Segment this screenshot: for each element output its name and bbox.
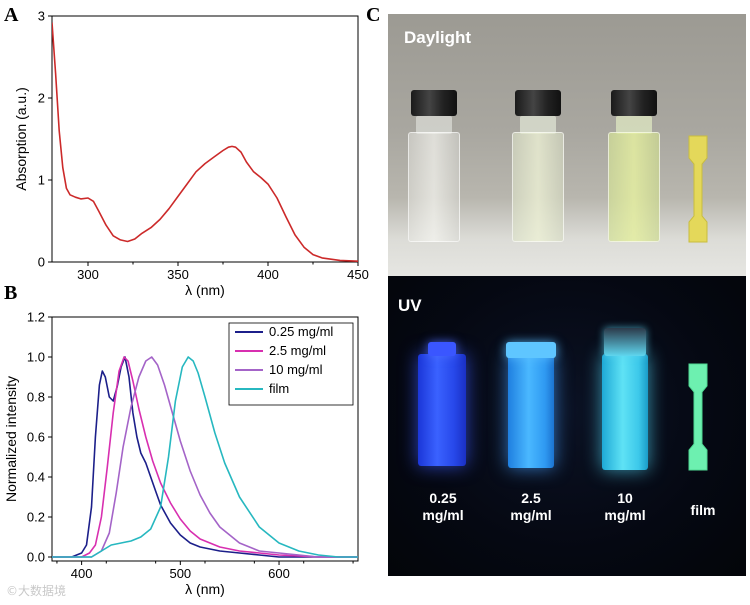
uv-title: UV <box>398 296 422 315</box>
x-axis-label: λ (nm) <box>185 282 225 298</box>
y-axis-label: Normalized intensity <box>3 376 19 502</box>
daylight-photo: Daylight <box>388 14 746 276</box>
panel-label-c: C <box>366 4 381 26</box>
x-tick-label: 400 <box>257 267 279 282</box>
x-tick-label: 400 <box>71 566 93 581</box>
x-tick-label: 450 <box>347 267 369 282</box>
legend-label-2: 2.5 mg/ml <box>269 343 326 358</box>
y-tick-label: 0.6 <box>27 430 45 445</box>
y-tick-label: 0.2 <box>27 510 45 525</box>
uv-label-4: film <box>690 502 716 518</box>
y-tick-label: 1 <box>38 173 45 188</box>
legend-box <box>228 322 354 406</box>
uv-photo: UV 0.25 mg/ml 2.5 mg/ml 10 mg/ml film <box>388 276 746 576</box>
absorption-chart: 300 350 400 450 0 1 2 3 λ (nm) Absorption (a.u.) <box>13 9 369 299</box>
film-uv <box>688 363 708 471</box>
x-tick-label: 300 <box>77 267 99 282</box>
daylight-title: Daylight <box>404 28 472 47</box>
y-tick-label: 0.4 <box>27 470 45 485</box>
y-tick-label: 2 <box>38 91 45 106</box>
vial-uv-2 <box>508 354 554 468</box>
panel-label-b: B <box>4 282 18 304</box>
series-line-1 <box>52 356 358 558</box>
legend-label-1: 0.25 mg/ml <box>269 324 333 339</box>
plot-frame <box>51 15 359 263</box>
legend-label-3: 10 mg/ml <box>269 362 323 377</box>
vial-uv-3-neck <box>604 328 646 356</box>
panel-label-a: A <box>4 4 19 26</box>
series-line-1 <box>52 22 358 262</box>
film-daylight <box>688 135 708 243</box>
y-tick-label: 0.0 <box>27 550 45 565</box>
series-line-3 <box>52 356 358 558</box>
vial-uv-1-neck <box>428 342 456 356</box>
photo-panel: Daylight UV 0.25 <box>388 14 746 576</box>
y-axis-label: Absorption (a.u.) <box>13 87 29 191</box>
y-tick-label: 3 <box>38 9 45 24</box>
uv-label-3: 10 mg/ml <box>604 490 646 523</box>
legend-label-4: film <box>269 381 289 396</box>
x-tick-label: 350 <box>167 267 189 282</box>
y-tick-label: 0.8 <box>27 390 45 405</box>
uv-label-2: 2.5 mg/ml <box>510 490 552 523</box>
y-tick-label: 0 <box>38 255 45 270</box>
watermark: ©大数据境 <box>6 584 67 598</box>
vial-uv-1 <box>418 354 466 466</box>
x-tick-label: 500 <box>169 566 191 581</box>
x-tick-label: 600 <box>268 566 290 581</box>
y-tick-label: 1.2 <box>27 310 45 325</box>
uv-label-1: 0.25 mg/ml <box>422 490 464 523</box>
x-axis-label: λ (nm) <box>185 581 225 597</box>
vial-uv-2-neck <box>506 342 556 358</box>
series-line-2 <box>52 356 358 558</box>
emission-chart: 400 500 600 0.0 0.2 0.4 0.6 0.8 1.0 1.2 λ (nm) Norm… <box>3 310 359 597</box>
y-tick-label: 1.0 <box>27 350 45 365</box>
vial-uv-3 <box>602 354 648 470</box>
series-line-4 <box>52 356 358 558</box>
